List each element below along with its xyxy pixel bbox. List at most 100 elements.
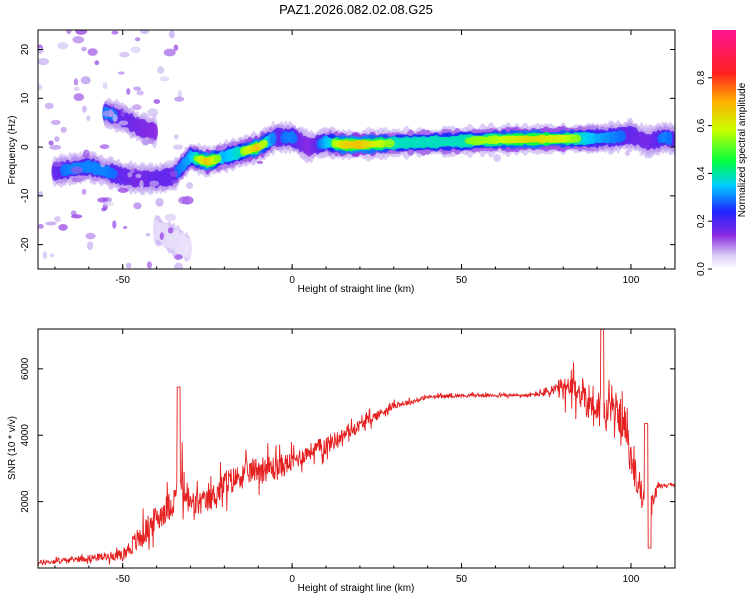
spectrogram-cell bbox=[132, 104, 142, 111]
spectrogram-cell bbox=[178, 196, 190, 205]
spectrogram-cell bbox=[118, 120, 129, 126]
spectrogram-cell bbox=[97, 197, 109, 203]
spectrogram-cell bbox=[165, 160, 177, 166]
spectrogram-cell bbox=[45, 221, 57, 226]
spectrogram-cell bbox=[173, 134, 179, 140]
spectrogram-cell bbox=[130, 46, 141, 54]
spectrogram-x-tick-label: 50 bbox=[456, 275, 468, 286]
spectrogram-cell bbox=[54, 136, 60, 143]
spectrogram-cell bbox=[155, 197, 164, 207]
spectrogram-cell bbox=[570, 134, 582, 143]
spectrogram-cell bbox=[177, 89, 182, 98]
spectrogram-x-tick-label: -50 bbox=[115, 275, 130, 286]
spectrogram-cell bbox=[110, 169, 118, 179]
spectrogram-cell bbox=[103, 119, 109, 128]
spectrogram-cell bbox=[51, 119, 61, 125]
spectrogram-y-tick-label: -10 bbox=[20, 188, 31, 203]
colorbar-tick-label: 0.2 bbox=[696, 214, 707, 228]
spectrogram-cell bbox=[185, 237, 192, 260]
spectrogram-cell bbox=[164, 213, 176, 222]
spectrogram-cell bbox=[102, 201, 114, 207]
spectrogram-cell bbox=[38, 47, 45, 54]
spectrogram-cell bbox=[52, 162, 63, 167]
colorbar-tick-label: 0.0 bbox=[696, 262, 707, 276]
colorbar-tick-label: 0.4 bbox=[696, 166, 707, 180]
spectrogram-x-ticks: -50 0 50 100 bbox=[54, 30, 666, 286]
spectrogram-cell bbox=[139, 180, 144, 189]
snr-y-axis-label: SNR (10 * v/v) bbox=[7, 416, 18, 480]
spectrogram-cell bbox=[102, 82, 108, 89]
spectrogram-cell bbox=[73, 78, 79, 86]
spectrogram-panel: -50 0 50 100 -20 -10 0 10 20 Height of straight… bbox=[7, 29, 676, 295]
spectrogram-y-tick-label: 20 bbox=[20, 44, 31, 56]
spectrogram-cell bbox=[173, 254, 183, 260]
spectrogram-cell bbox=[87, 48, 98, 56]
spectrogram-cell bbox=[169, 170, 178, 178]
spectrogram-cell bbox=[146, 261, 152, 269]
snr-x-tick-label: -50 bbox=[115, 574, 130, 585]
spectrogram-heatmap bbox=[38, 30, 675, 269]
spectrogram-cell bbox=[151, 123, 158, 141]
colorbar: 0.0 0.2 0.4 0.6 0.8 Normalized spectral ampl… bbox=[696, 30, 748, 276]
spectrogram-frame bbox=[37, 29, 676, 270]
spectrogram-cell bbox=[159, 76, 170, 82]
spectrogram-cell bbox=[87, 241, 94, 251]
spectrogram-cell bbox=[38, 224, 44, 229]
spectrogram-cell bbox=[99, 144, 110, 150]
spectrogram-y-ticks: -20 -10 0 10 20 bbox=[20, 44, 675, 252]
spectrogram-cell bbox=[74, 86, 80, 92]
colorbar-label: Normalized spectral amplitude bbox=[737, 82, 748, 217]
snr-series-line bbox=[38, 329, 675, 566]
spectrogram-cell bbox=[49, 144, 62, 150]
snr-x-tick-label: 50 bbox=[456, 574, 468, 585]
spectrogram-cell bbox=[123, 225, 128, 230]
spectrogram-cell bbox=[167, 227, 174, 234]
spectrogram-cell bbox=[119, 51, 130, 58]
spectrogram-y-axis-label: Frequency (Hz) bbox=[7, 116, 18, 185]
snr-x-ticks: -50 0 50 100 bbox=[54, 329, 666, 585]
figure-title: PAZ1.2026.082.02.08.G25 bbox=[279, 2, 433, 17]
spectrogram-cell bbox=[127, 172, 133, 178]
spectrogram-x-axis-label: Height of straight line (km) bbox=[298, 284, 415, 295]
spectrogram-cell bbox=[667, 131, 673, 146]
spectrogram-cell bbox=[81, 188, 87, 195]
spectrogram-y-tick-label: -20 bbox=[20, 237, 31, 252]
spectrogram-cell bbox=[135, 173, 142, 179]
spectrogram-cell bbox=[112, 114, 118, 123]
spectrogram-cell bbox=[147, 108, 159, 117]
spectrogram-cell bbox=[70, 210, 77, 216]
spectrogram-cell bbox=[126, 88, 131, 95]
spectrogram-cell bbox=[86, 115, 91, 122]
spectrogram-cell bbox=[57, 42, 69, 50]
spectrogram-cell bbox=[214, 154, 222, 163]
snr-y-tick-label: 6000 bbox=[20, 357, 31, 380]
spectrogram-cell bbox=[153, 99, 161, 104]
spectrogram-cell bbox=[44, 102, 54, 110]
spectrogram-x-tick-label: 0 bbox=[289, 275, 295, 286]
snr-y-tick-label: 4000 bbox=[20, 424, 31, 447]
colorbar-gradient bbox=[712, 30, 736, 269]
spectrogram-cell bbox=[159, 232, 164, 240]
spectrogram-cell bbox=[136, 90, 144, 96]
spectrogram-cell bbox=[48, 140, 54, 146]
spectrogram-cell bbox=[72, 36, 85, 44]
spectrogram-y-tick-label: 0 bbox=[20, 144, 31, 150]
spectrogram-cell bbox=[290, 133, 298, 144]
spectrogram-cell bbox=[174, 262, 184, 269]
spectrogram-cell bbox=[75, 30, 88, 35]
spectrogram-cell bbox=[134, 37, 141, 42]
snr-y-tick-label: 2000 bbox=[20, 490, 31, 513]
spectrogram-cell bbox=[38, 83, 43, 91]
spectrogram-cell bbox=[149, 180, 160, 187]
spectrogram-cell bbox=[38, 58, 49, 66]
spectrogram-cell bbox=[493, 154, 501, 162]
snr-x-tick-label: 100 bbox=[623, 574, 640, 585]
spectrogram-cell bbox=[171, 180, 180, 184]
spectrogram-cell bbox=[80, 76, 91, 85]
spectrogram-y-tick-label: 10 bbox=[20, 92, 31, 104]
spectrogram-cell bbox=[140, 30, 150, 35]
spectrogram-cell bbox=[112, 220, 117, 229]
spectrogram-cell bbox=[100, 161, 106, 168]
spectrogram-cell bbox=[625, 150, 630, 156]
spectrogram-cell bbox=[133, 86, 142, 91]
